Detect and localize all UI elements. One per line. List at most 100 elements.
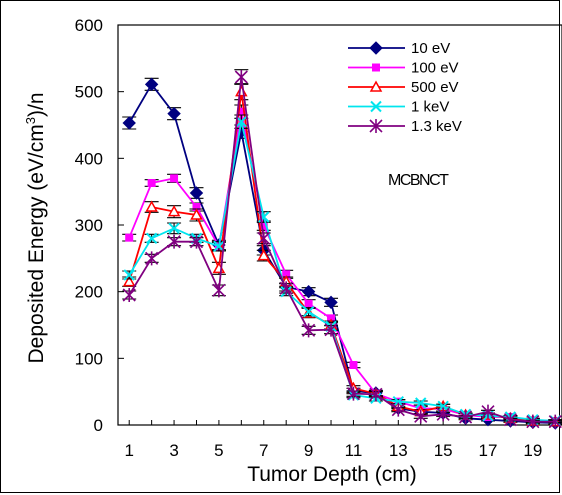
data-point: [548, 414, 562, 429]
data-point: [235, 85, 248, 97]
x-tick-labels: 1 3 5 7 9 11 13 15 17 19: [124, 441, 542, 460]
y-axis-title-main: Deposited Energy (eV/cm: [25, 124, 48, 363]
x-tick-label: 5: [214, 441, 223, 460]
y-tick-label: 100: [75, 349, 103, 368]
axis-ticks: [118, 24, 556, 426]
x-tick-label: 1: [124, 441, 133, 460]
x-axis-title: Tumor Depth (cm): [247, 463, 417, 486]
data-point: [125, 233, 134, 242]
data-point: [145, 251, 159, 266]
data-point: [257, 249, 271, 261]
y-tick-label: 600: [75, 16, 103, 35]
series-500-ev: [122, 83, 562, 427]
data-point: [503, 412, 517, 427]
data-point: [213, 240, 225, 253]
plot-area: [117, 24, 562, 426]
legend-marker: [369, 41, 383, 55]
data-point: [302, 305, 315, 318]
data-point: [190, 208, 203, 220]
x-tick-label: 11: [345, 441, 363, 460]
data-point: [212, 283, 226, 298]
data-point: [192, 203, 201, 211]
data-point: [237, 107, 246, 116]
data-point: [167, 234, 181, 249]
legend-marker: [369, 80, 383, 92]
legend-marker: [370, 100, 382, 113]
series-line: [128, 82, 556, 424]
y-tick-label: 400: [75, 149, 103, 168]
legend: 10 eV 100 eV 500 eV 1 keV 1.3 keV: [348, 40, 462, 135]
data-point: [147, 179, 156, 187]
data-point: [481, 404, 495, 419]
data-point: [234, 70, 248, 84]
data-point: [145, 232, 158, 245]
series-10-ev: [122, 77, 562, 430]
data-point: [144, 77, 159, 92]
data-point: [167, 106, 181, 121]
x-tick-label: 13: [389, 441, 408, 460]
series-line: [128, 91, 556, 423]
data-point: [324, 295, 338, 310]
legend-item: 500 eV: [348, 79, 459, 96]
series-line: [128, 121, 556, 422]
series-line: [128, 111, 556, 422]
data-point: [437, 400, 449, 413]
legend-item: 10 eV: [348, 40, 450, 57]
x-tick-label: 19: [523, 441, 542, 460]
legend-label: 100 eV: [411, 60, 459, 77]
series-line: [128, 76, 556, 423]
y-tick-label: 200: [75, 283, 103, 302]
data-point: [327, 314, 336, 323]
legend-marker: [369, 119, 383, 133]
y-tick-label: 500: [75, 83, 103, 102]
legend-item: 1 keV: [348, 99, 449, 116]
data-point: [257, 231, 271, 246]
data-point: [145, 200, 158, 212]
data-point: [122, 116, 136, 130]
series-100-ev: [122, 104, 562, 425]
data-point: [392, 395, 405, 408]
data-point: [168, 222, 180, 235]
data-point: [324, 322, 338, 337]
data-point: [391, 402, 405, 417]
legend-label: 1.3 keV: [411, 118, 462, 135]
legend-label: 10 eV: [411, 40, 450, 57]
plot-border: [117, 24, 562, 426]
legend-item: 1.3 keV: [348, 118, 462, 135]
x-tick-label: 3: [169, 441, 178, 460]
mcbnct-annotation: MCBNCT: [388, 172, 449, 189]
legend-label: 1 keV: [411, 99, 449, 116]
data-point: [189, 186, 204, 200]
data-point: [436, 407, 450, 422]
y-tick-label: 300: [75, 216, 103, 235]
y-axis-title: Deposited Energy (eV/cm3)/n: [23, 92, 48, 363]
x-tick-label: 7: [259, 441, 268, 460]
data-point: [282, 270, 291, 279]
y-axis-title-superscript: 3: [23, 117, 38, 124]
data-point: [259, 221, 268, 230]
data-point: [346, 386, 361, 401]
data-point: [122, 275, 136, 287]
x-tick-label: 15: [434, 441, 453, 460]
legend-label: 500 eV: [411, 79, 459, 96]
data-point: [302, 323, 316, 338]
data-point: [414, 409, 428, 424]
data-point: [189, 234, 204, 249]
legend-item: 100 eV: [348, 60, 459, 77]
y-tick-labels: 0 100 200 300 400 500 600: [75, 16, 103, 435]
data-point: [459, 410, 473, 424]
data-point: [526, 414, 540, 429]
x-tick-label: 17: [479, 441, 498, 460]
x-tick-label: 9: [304, 441, 313, 460]
data-point: [415, 397, 427, 409]
data-point: [235, 115, 248, 128]
data-point: [170, 174, 179, 183]
series-layer: [122, 69, 562, 430]
data-point: [349, 361, 358, 369]
y-axis-title-tail: )/n: [25, 92, 48, 117]
data-point: [167, 205, 181, 217]
data-point: [279, 281, 293, 296]
legend-marker: [372, 63, 380, 72]
